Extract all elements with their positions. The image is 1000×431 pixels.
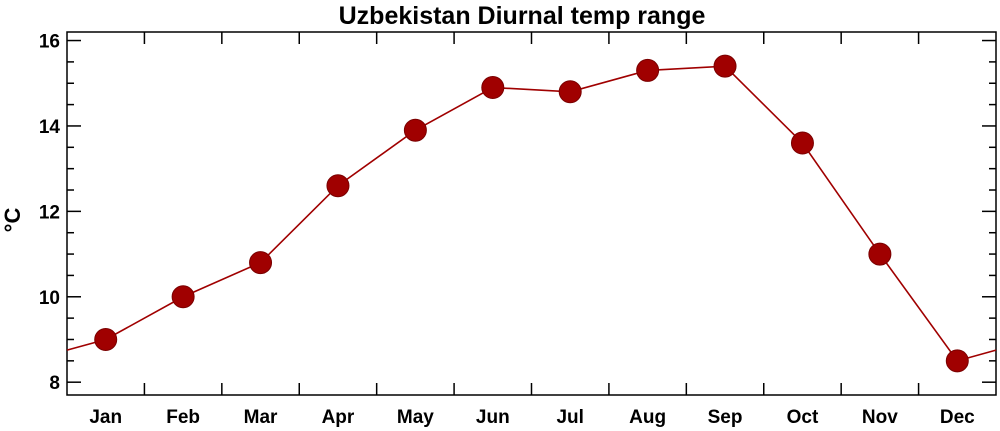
y-tick-label: 8 [49,373,60,394]
data-point-nov [868,242,892,266]
y-tick-label: 10 [39,288,60,309]
axis-ticks [67,32,996,395]
x-tick-label: Mar [244,407,278,428]
x-tick-label: Jun [476,407,510,428]
x-tick-label: Feb [166,407,200,428]
data-markers [94,54,969,373]
x-tick-label: Apr [322,407,355,428]
data-point-may [403,118,427,142]
data-point-dec [945,349,969,373]
series-line [66,65,997,362]
y-axis-label: °C [0,208,25,233]
data-point-feb [171,285,195,309]
x-tick-label: Nov [862,407,898,428]
plot-frame [66,31,997,396]
data-point-sep [713,54,737,78]
y-tick-label: 16 [39,32,60,53]
x-tick-label: Aug [629,407,666,428]
x-tick-label: Oct [787,407,819,428]
data-point-jun [481,76,505,100]
chart-title: Uzbekistan Diurnal temp range [339,2,706,30]
x-tick-label: May [397,407,434,428]
x-tick-label: Sep [708,407,743,428]
data-point-jul [558,80,582,104]
data-point-mar [249,251,273,275]
x-tick-label: Jul [556,407,583,428]
data-point-jan [94,327,118,351]
x-tick-label: Jan [89,407,122,428]
x-tick-label: Dec [940,407,975,428]
data-point-apr [326,174,350,198]
y-tick-label: 14 [39,117,61,138]
data-point-aug [636,58,660,82]
data-point-oct [790,131,814,155]
series-lines [66,65,997,362]
y-tick-label: 12 [39,202,60,223]
tick-labels: 8 10 12 14 16 Jan Feb Mar Apr May Jun Jul Aug Sep Oct N… [39,32,975,428]
